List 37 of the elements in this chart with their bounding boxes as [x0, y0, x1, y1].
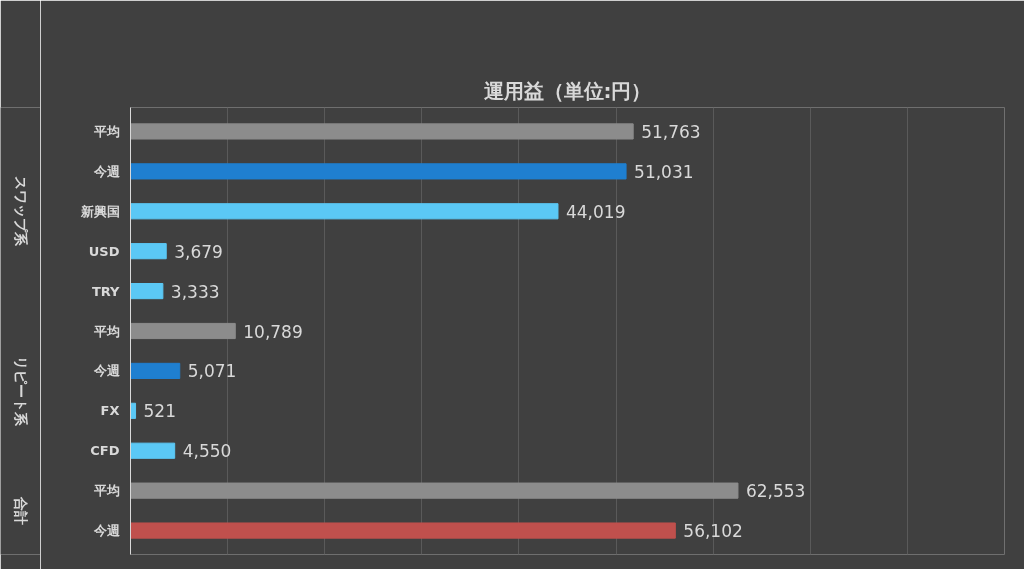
chart-title: 運用益（単位:円）: [482, 78, 652, 103]
bar: [130, 482, 739, 499]
y-tick-label: 今週: [92, 523, 121, 539]
y-tick-label: 平均: [92, 323, 120, 339]
y-tick-label: 今週: [92, 163, 121, 179]
text: スワップ系: [12, 176, 29, 248]
y-tick-label: 平均: [92, 123, 120, 139]
bar: [130, 123, 634, 140]
y-tick-label: 新興国: [79, 203, 120, 219]
data-label: 5,071: [187, 361, 237, 382]
y-tick-label: USD: [88, 243, 120, 259]
bar: [130, 203, 559, 220]
y-tick-label: 今週: [92, 363, 121, 379]
y-tick-label: 平均: [92, 483, 120, 499]
text: 合計: [12, 495, 29, 525]
bar: [130, 243, 167, 260]
bar: [130, 442, 176, 459]
data-label: 3,333: [170, 281, 220, 302]
y-tick-label: TRY: [91, 283, 121, 299]
data-label: 521: [143, 401, 177, 422]
data-label: 4,550: [182, 441, 232, 462]
data-label: 51,763: [641, 121, 701, 142]
data-label: 56,102: [683, 521, 743, 542]
data-label: 44,019: [565, 201, 626, 222]
bar: [130, 402, 137, 419]
bar: [130, 163, 627, 180]
bar: [130, 322, 236, 340]
data-label: 62,553: [745, 481, 806, 502]
bar: [130, 362, 181, 379]
data-label: 10,789: [243, 321, 303, 342]
bar: [130, 522, 676, 539]
y-tick-label: FX: [100, 403, 120, 419]
bar: [130, 283, 164, 300]
data-label: 3,679: [174, 241, 223, 262]
text: リピート系: [12, 355, 29, 427]
y-tick-label: CFD: [90, 443, 120, 459]
data-label: 51,031: [634, 161, 694, 182]
